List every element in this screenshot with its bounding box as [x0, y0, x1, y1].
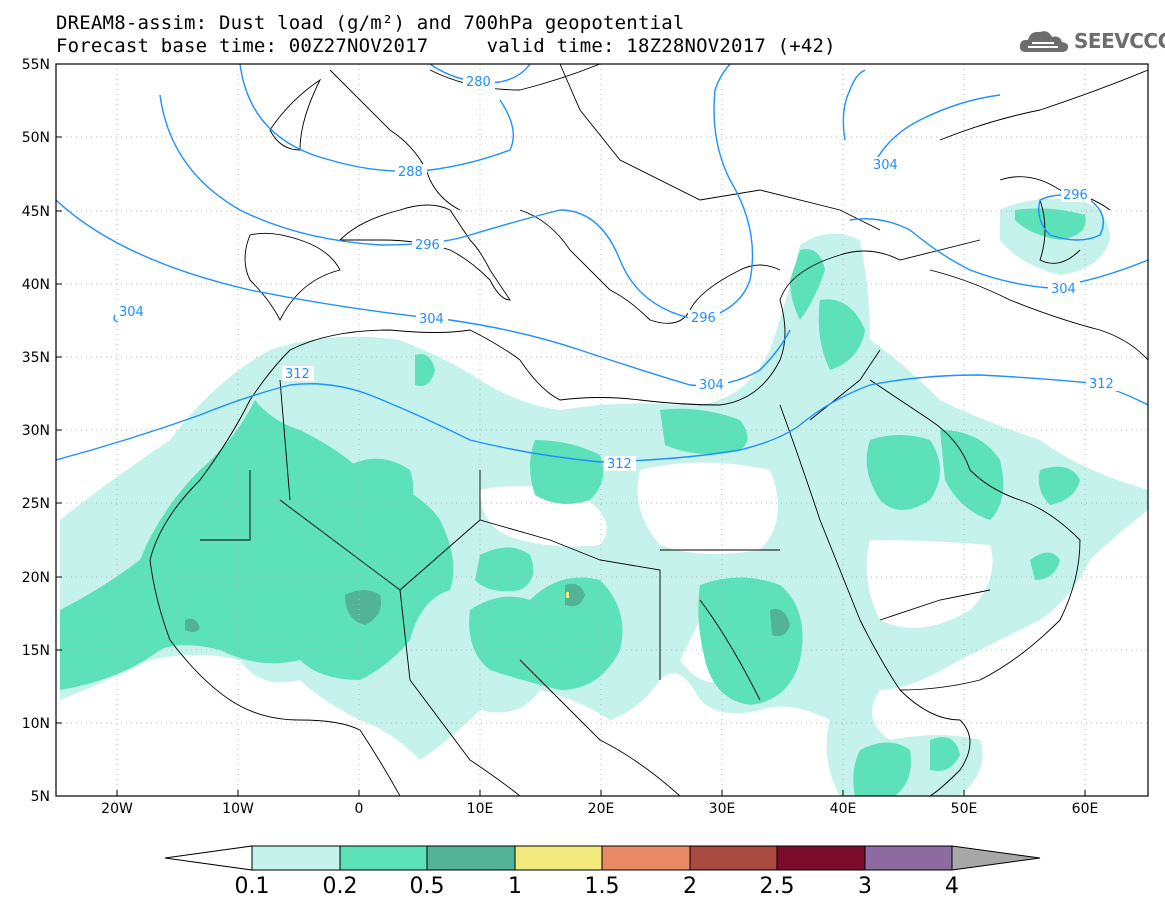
cloud-icon: [1019, 31, 1069, 52]
seevccc-logo: SEEVCCC: [1018, 26, 1165, 56]
colorbar-label: 1.5: [585, 874, 620, 899]
colorbar: [164, 845, 1041, 871]
colorbar-bin: [339, 845, 428, 871]
latitude-labels: 55N 50N 45N 40N 35N 30N 25N 20N 15N 10N …: [22, 57, 50, 805]
contour-label: 304: [119, 305, 144, 320]
contour-280: [429, 64, 531, 84]
contour-304-mid: [56, 199, 791, 387]
lat-tick-label: 50N: [22, 130, 50, 146]
lon-tick-label: 10E: [467, 801, 494, 817]
map-title: DREAM8-assim: Dust load (g/m²) and 700hP…: [56, 12, 685, 34]
colorbar-bin: [426, 845, 516, 871]
dust-dark-areas: [185, 583, 790, 637]
coastlines-and-borders: [149, 64, 1148, 796]
contour-304-top: [842, 69, 1001, 163]
contour-label: 312: [1089, 377, 1114, 392]
lon-tick-label: 10W: [222, 801, 254, 817]
contour-label: 312: [607, 457, 632, 472]
contour-label: 296: [415, 238, 440, 253]
colorbar-high-arrow: [951, 845, 1041, 871]
lon-tick-label: 0: [355, 801, 364, 817]
contour-label: 304: [873, 158, 898, 173]
lon-tick-label: 50E: [951, 801, 978, 817]
lat-tick-label: 45N: [22, 204, 50, 220]
lon-tick-label: 60E: [1072, 801, 1099, 817]
contour-label: 296: [691, 311, 716, 326]
lat-tick-label: 5N: [31, 789, 50, 805]
contour-label: 304: [699, 378, 724, 393]
lat-tick-label: 15N: [22, 643, 50, 659]
dust-load-field: [60, 198, 1148, 796]
colorbar-bin: [776, 845, 866, 871]
contour-labels: 280 288 296 304 312 304 304 296 304 304 …: [116, 74, 1118, 472]
lat-tick-label: 30N: [22, 423, 50, 439]
colorbar-bin: [601, 845, 691, 871]
colorbar-bin: [864, 845, 953, 871]
forecast-time-line: Forecast base time: 00Z27NOV2017 valid t…: [56, 35, 836, 57]
colorbar-bin: [689, 845, 778, 871]
colorbar-label: 2.5: [760, 874, 795, 899]
lat-tick-label: 20N: [22, 570, 50, 586]
longitude-labels: 20W 10W 0 10E 20E 30E 40E 50E 60E: [101, 801, 1098, 817]
lat-tick-label: 55N: [22, 57, 50, 73]
graticule: [56, 64, 1148, 796]
colorbar-label: 0.2: [323, 874, 358, 899]
colorbar-labels: 0.1 0.2 0.5 1 1.5 2 2.5 3 4: [235, 874, 960, 899]
lon-tick-label: 30E: [709, 801, 736, 817]
contour-label: 296: [1063, 188, 1088, 203]
lon-tick-label: 20W: [101, 801, 133, 817]
contour-label: 312: [285, 367, 310, 382]
colorbar-bin: [514, 845, 603, 871]
colorbar-label: 0.1: [235, 874, 270, 899]
contour-label: 304: [1051, 282, 1076, 297]
lat-tick-label: 25N: [22, 496, 50, 512]
axis-ticks: [56, 136, 1086, 796]
contour-label: 288: [398, 165, 423, 180]
contour-304-island: [113, 314, 119, 323]
lon-tick-label: 20E: [588, 801, 615, 817]
contour-304-east: [849, 218, 1148, 289]
colorbar-bin: [251, 845, 341, 871]
colorbar-label: 2: [683, 874, 697, 899]
logo-text: SEEVCCC: [1074, 29, 1165, 53]
contour-label: 280: [466, 75, 491, 90]
colorbar-label: 4: [945, 874, 959, 899]
colorbar-label: 1: [508, 874, 522, 899]
lat-tick-label: 40N: [22, 277, 50, 293]
colorbar-label: 3: [858, 874, 872, 899]
contour-label: 304: [419, 312, 444, 327]
contour-296-west: [159, 64, 754, 321]
dust-clear-areas: [171, 462, 993, 683]
colorbar-low-arrow: [164, 845, 253, 871]
lon-tick-label: 40E: [830, 801, 857, 817]
dust-yellow-spot: [566, 592, 569, 598]
lat-tick-label: 35N: [22, 350, 50, 366]
lat-tick-label: 10N: [22, 716, 50, 732]
colorbar-label: 0.5: [410, 874, 445, 899]
